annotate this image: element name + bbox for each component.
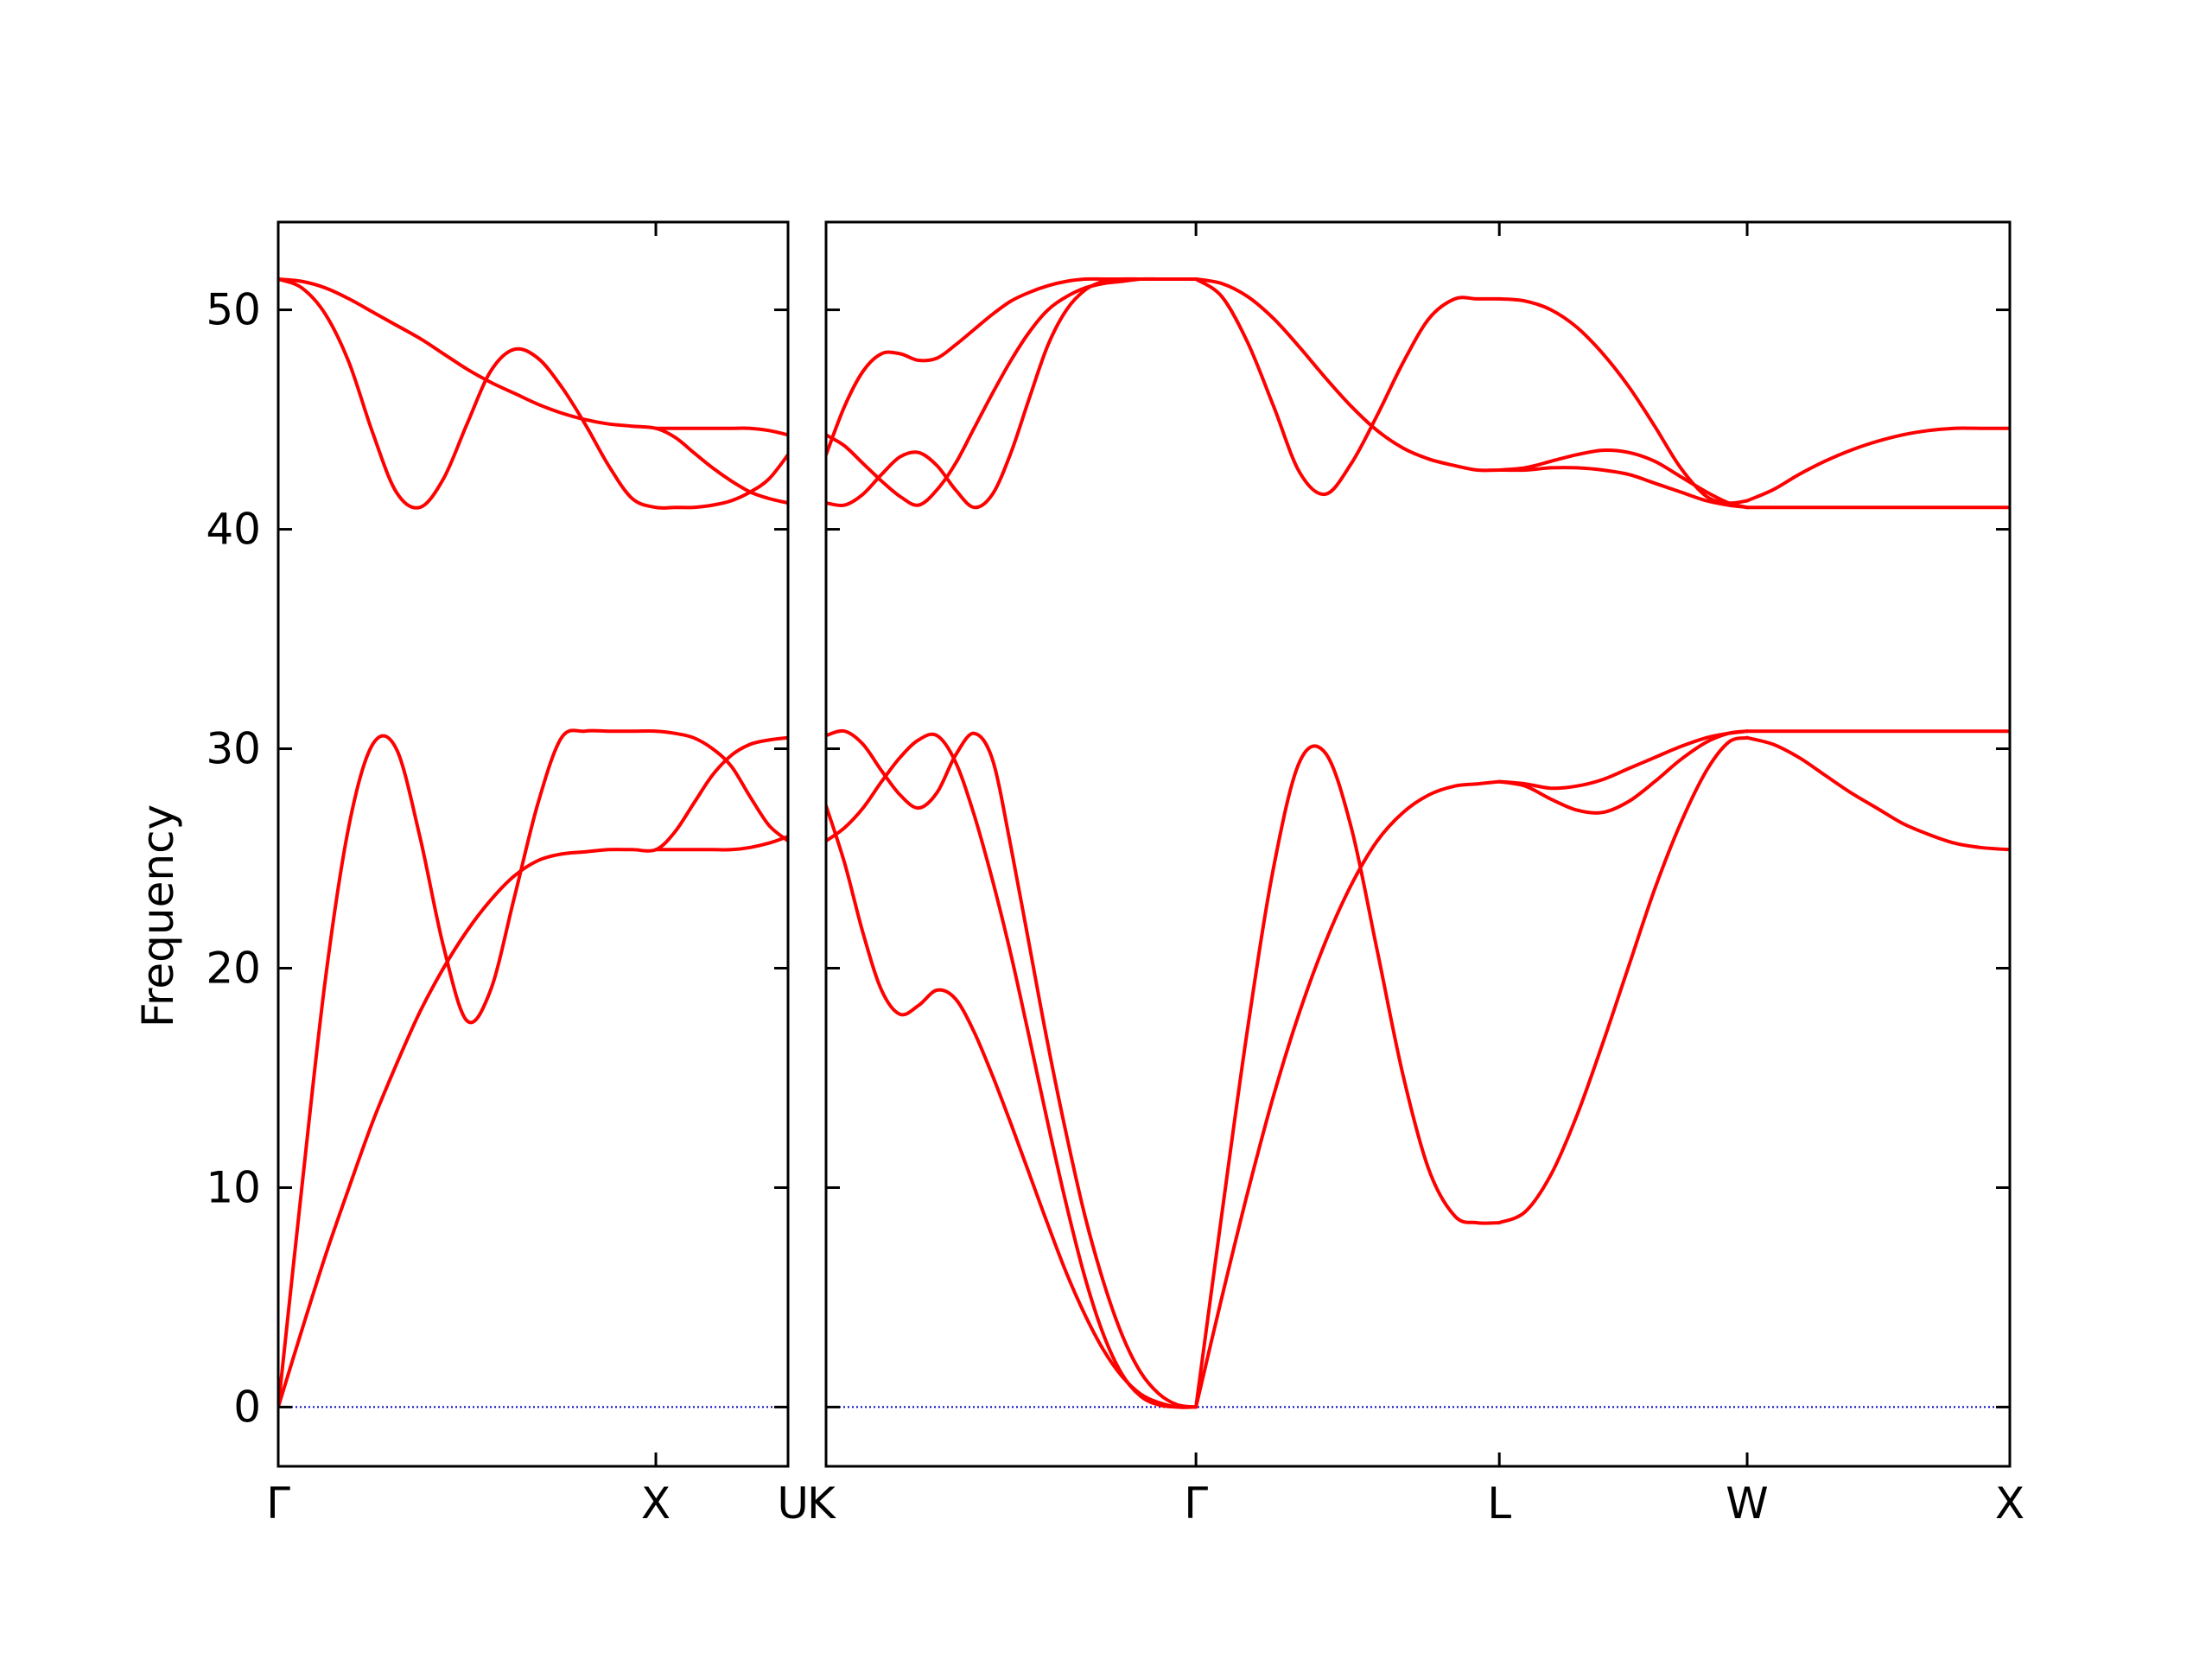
band-line-right-14 [1194, 744, 1502, 1409]
y-tick-label: 0 [233, 1382, 261, 1432]
x-tick-label-right: W [1726, 1478, 1768, 1529]
panels-layer: 0 10 20 30 40 50 Γ X UK Γ L W X [206, 220, 2024, 1529]
y-tick-label: 30 [206, 724, 261, 774]
band-line-left-5 [278, 735, 788, 1409]
band-line-right-15 [1194, 779, 1502, 1409]
band-line-right-18 [1497, 729, 1749, 815]
x-tick-label-right: L [1487, 1478, 1511, 1529]
x-tick-label-right: Γ [1184, 1478, 1208, 1529]
panel-left: 0 10 20 30 40 50 Γ X U [206, 220, 809, 1529]
band-line-right-4 [1194, 277, 1502, 473]
band-line-right-19 [1745, 735, 2010, 852]
band-line-right-11 [826, 728, 1198, 1409]
band-line-right-7 [1497, 448, 1749, 510]
band-line-right-2 [826, 276, 1198, 507]
band-line-left-2 [278, 277, 788, 505]
plot-frame-right [824, 220, 2012, 1468]
y-tick-label: 20 [206, 943, 261, 993]
x-tick-label-left: X [641, 1478, 671, 1529]
band-line-right-5 [1194, 277, 1502, 496]
band-line-right-3 [826, 276, 1198, 510]
y-tick-label: 50 [206, 285, 261, 335]
band-line-right-13 [826, 804, 1198, 1409]
band-line-right-8 [1497, 466, 1749, 510]
band-line-right-17 [1497, 729, 1749, 791]
y-axis-label: Frequency [133, 804, 183, 1027]
y-tick-label: 10 [206, 1162, 261, 1212]
x-tick-label-right: K [807, 1478, 836, 1529]
band-line-right-6 [1497, 296, 1749, 505]
x-tick-label-right: X [1995, 1478, 2024, 1529]
band-line-left-1 [278, 277, 788, 510]
band-line-left-4 [278, 728, 788, 1409]
band-line-left-6 [654, 835, 788, 852]
plot-frame-left [276, 220, 790, 1468]
x-tick-label-left: U [777, 1478, 809, 1529]
band-line-right-16 [1497, 735, 1749, 1225]
bands-right [826, 276, 2010, 1409]
band-line-right-9 [1745, 426, 2010, 503]
band-line-left-3 [654, 426, 788, 437]
band-line-right-12 [826, 732, 1198, 1409]
x-tick-label-left: Γ [266, 1478, 290, 1529]
band-line-right-1 [826, 276, 1198, 457]
bands-left [278, 277, 788, 1409]
y-tick-label: 40 [206, 505, 261, 555]
